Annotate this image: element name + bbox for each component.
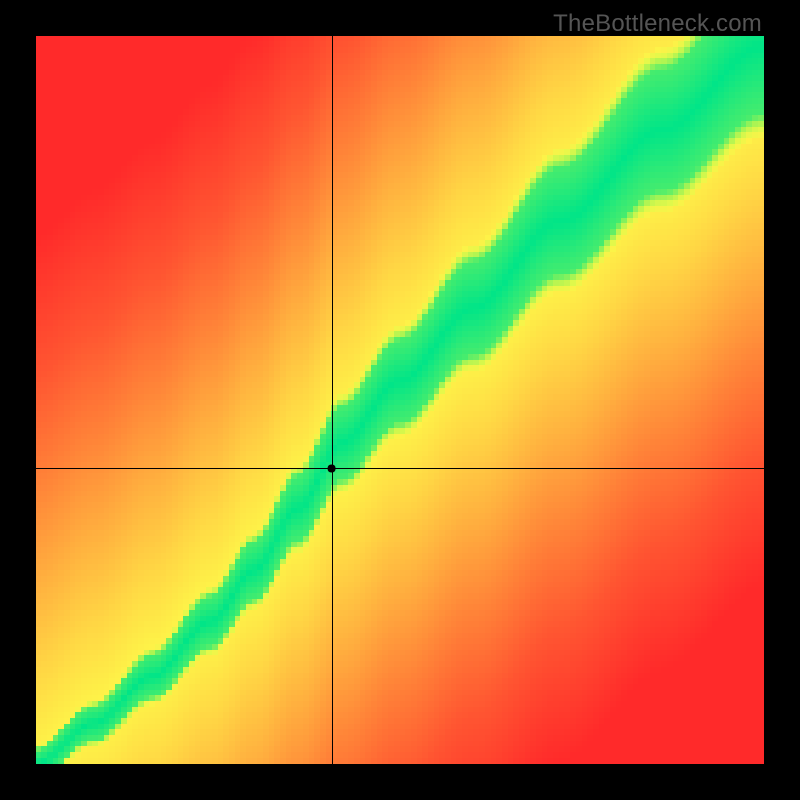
bottleneck-heatmap [36, 36, 764, 764]
watermark-text: TheBottleneck.com [553, 10, 762, 38]
